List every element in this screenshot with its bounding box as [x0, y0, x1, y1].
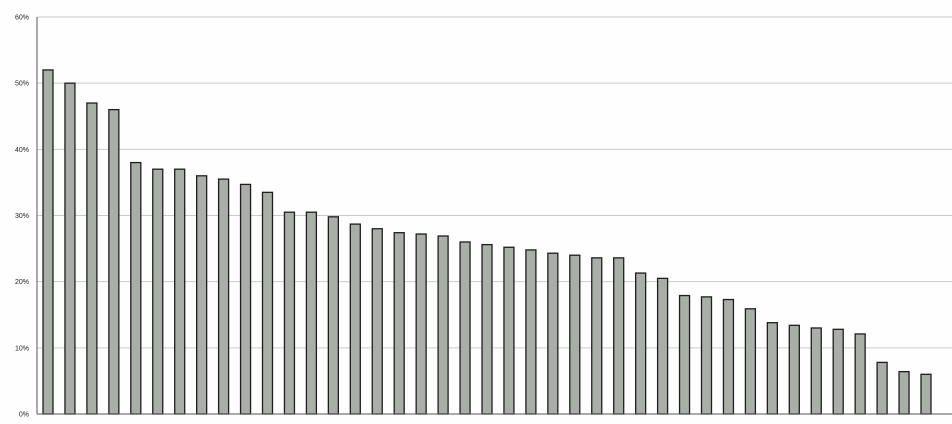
bar — [810, 327, 822, 415]
bar — [283, 211, 296, 415]
bar — [613, 257, 625, 415]
bar — [108, 108, 120, 415]
bar — [744, 308, 757, 415]
bar — [898, 370, 910, 415]
bar — [239, 183, 252, 415]
bar — [678, 294, 691, 415]
bar — [832, 328, 844, 415]
bar — [415, 233, 427, 415]
bar — [854, 333, 866, 415]
bar — [591, 257, 603, 415]
bar — [349, 223, 361, 415]
bar — [130, 161, 142, 415]
bar — [876, 361, 888, 415]
bar — [42, 69, 54, 415]
bar — [503, 246, 515, 415]
bar — [635, 272, 647, 415]
bar — [195, 175, 208, 415]
bars — [42, 69, 932, 415]
bar — [217, 178, 230, 415]
bar — [459, 241, 471, 415]
axes — [36, 17, 952, 415]
bar — [547, 252, 559, 415]
bar — [788, 324, 800, 415]
bar — [525, 249, 537, 415]
y-tick-labels: 0% 10% 20% 30% 40% 50% 60% — [15, 15, 29, 419]
bar — [393, 232, 405, 415]
bar — [656, 277, 669, 415]
bar — [64, 82, 76, 415]
bar — [327, 216, 340, 415]
y-tick-label: 40% — [15, 147, 29, 154]
y-tick-label: 20% — [15, 279, 29, 286]
y-tick-label: 50% — [15, 81, 29, 88]
bar — [569, 254, 581, 415]
y-tick-label: 0% — [19, 412, 29, 419]
bar — [261, 191, 274, 415]
bar — [174, 168, 186, 415]
bar — [920, 373, 932, 415]
bar — [371, 228, 383, 415]
bar — [722, 298, 735, 415]
y-tick-label: 60% — [15, 15, 29, 22]
bar — [481, 243, 493, 415]
bar — [437, 235, 449, 415]
bar — [766, 322, 778, 415]
y-tick-label: 30% — [15, 213, 29, 220]
bar — [305, 211, 318, 415]
bar — [700, 296, 713, 415]
bar — [86, 102, 98, 415]
y-tick-label: 10% — [15, 345, 29, 352]
bar — [152, 168, 164, 415]
